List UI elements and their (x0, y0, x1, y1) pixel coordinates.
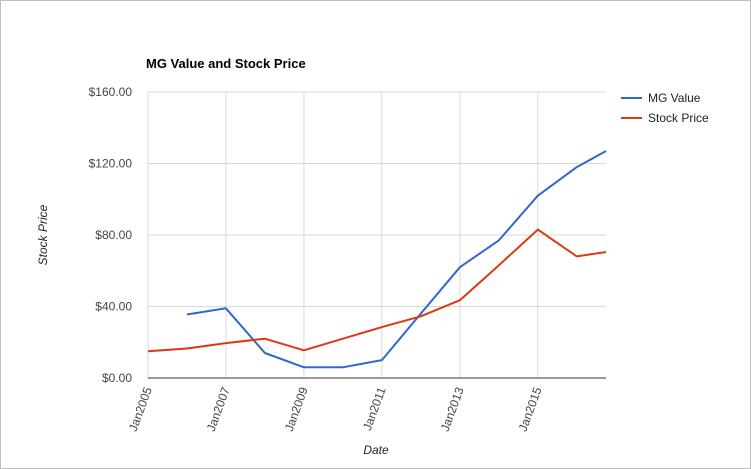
y-tick-label: $40.00 (95, 300, 132, 314)
chart-title: MG Value and Stock Price (146, 56, 306, 71)
x-axis-label: Date (363, 443, 389, 457)
y-tick-label: $160.00 (89, 85, 133, 99)
y-tick-label: $0.00 (102, 371, 132, 385)
grid (147, 91, 606, 378)
series-layer (147, 150, 607, 369)
legend: MG Value Stock Price (621, 91, 709, 125)
legend-label: Stock Price (648, 111, 709, 125)
y-tick-label: $80.00 (95, 228, 132, 242)
y-tick-label: $120.00 (89, 157, 133, 171)
series-line-mg-value (186, 150, 607, 369)
series-line-stock-price (147, 228, 607, 353)
legend-label: MG Value (648, 91, 701, 105)
y-axis-label: Stock Price (36, 204, 50, 265)
